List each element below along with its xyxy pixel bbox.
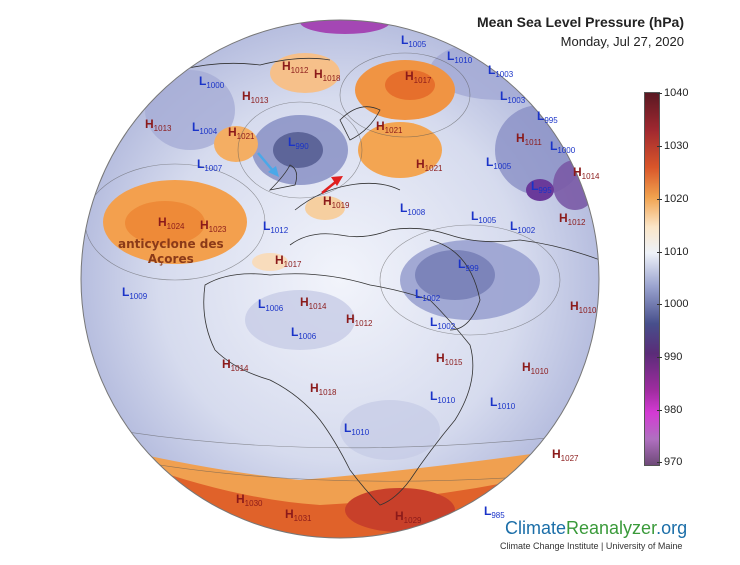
map-date: Monday, Jul 27, 2020	[560, 34, 684, 49]
high-pressure-label: H1014	[300, 295, 327, 311]
high-pressure-label: H1011	[516, 131, 542, 147]
high-pressure-label: H1021	[376, 119, 403, 135]
high-pressure-label: H1012	[559, 211, 586, 227]
high-pressure-label: H1013	[242, 89, 269, 105]
high-pressure-label: H1019	[323, 194, 350, 210]
low-pressure-label: L1003	[500, 89, 526, 105]
low-pressure-label: L1004	[192, 120, 218, 136]
low-pressure-label: L1000	[550, 139, 576, 155]
brand-part3: .org	[656, 518, 688, 538]
high-pressure-label: H1031	[285, 507, 312, 523]
cyan-arrow-icon	[257, 152, 279, 177]
high-pressure-label: H1027	[552, 447, 579, 463]
low-pressure-label: L1005	[471, 209, 497, 225]
low-pressure-label: L1007	[197, 157, 223, 173]
low-pressure-label: L1010	[447, 49, 473, 65]
low-pressure-label: L1012	[263, 219, 289, 235]
globe-disc	[81, 20, 599, 538]
high-pressure-label: H1030	[236, 492, 263, 508]
colorbar-tick: 1010	[656, 246, 689, 258]
high-pressure-label: H1024	[158, 215, 185, 231]
brand-logo-text: ClimateReanalyzer.org	[505, 518, 687, 539]
pressure-labels: H1012 H1018 H1017 H1013 H1013 H1021 H1021 H1021…	[122, 33, 600, 525]
high-pressure-label: H1029	[395, 509, 422, 525]
annotation-line1: anticyclone des	[118, 237, 224, 251]
low-pressure-label: L1002	[510, 219, 536, 235]
low-pressure-label: L999	[458, 257, 479, 273]
high-pressure-label: H1017	[405, 69, 432, 85]
colorbar-tick: 970	[656, 456, 683, 468]
low-pressure-label: L1005	[486, 155, 512, 171]
high-pressure-label: H1023	[200, 218, 227, 234]
low-pressure-label: L1010	[490, 395, 516, 411]
annotation-line2: Açores	[147, 252, 194, 266]
high-pressure-label: H1018	[314, 67, 341, 83]
low-pressure-label: L1005	[401, 33, 427, 49]
colorbar-tick: 1040	[656, 87, 689, 99]
brand-part1: Climate	[505, 518, 567, 538]
high-pressure-label: H1010	[570, 299, 597, 315]
high-pressure-label: H1015	[436, 351, 463, 367]
low-pressure-label: L1000	[199, 74, 225, 90]
map-title: Mean Sea Level Pressure (hPa)	[477, 14, 684, 30]
low-pressure-label: L990	[288, 135, 309, 151]
brand-subtitle: Climate Change Institute | University of…	[500, 541, 683, 551]
low-pressure-label: L1010	[430, 389, 456, 405]
globe-outline	[80, 19, 600, 539]
high-pressure-label: H1021	[416, 157, 443, 173]
low-pressure-label: L1009	[122, 285, 148, 301]
high-pressure-label: H1021	[228, 125, 255, 141]
low-pressure-label: L995	[531, 179, 552, 195]
colorbar-tick: 1000	[656, 298, 689, 310]
colorbar-tick: 980	[656, 404, 683, 416]
brand-part2: Reanalyzer	[566, 518, 657, 538]
low-pressure-label: L1003	[488, 63, 514, 79]
colorbar-tick: 1030	[656, 140, 689, 152]
low-pressure-label: L1006	[291, 325, 317, 341]
low-pressure-label: L1010	[344, 421, 370, 437]
high-pressure-label: H1012	[346, 312, 373, 328]
high-pressure-label: H1012	[282, 59, 309, 75]
colorbar	[644, 92, 660, 466]
low-pressure-label: L1006	[258, 297, 284, 313]
high-pressure-label: H1014	[573, 165, 600, 181]
high-pressure-label: H1017	[275, 253, 302, 269]
high-pressure-label: H1010	[522, 360, 549, 376]
map-title-block: Mean Sea Level Pressure (hPa) Monday, Ju…	[477, 14, 684, 49]
low-pressure-label: L1008	[400, 201, 426, 217]
colorbar-tick: 990	[656, 351, 683, 363]
low-pressure-label: L985	[484, 504, 505, 520]
low-pressure-label: L995	[537, 109, 558, 125]
high-pressure-label: H1018	[310, 381, 337, 397]
low-pressure-label: L1002	[415, 287, 441, 303]
annotation-azores: anticyclone des Açores	[118, 237, 224, 267]
high-pressure-label: H1013	[145, 117, 172, 133]
low-pressure-label: L1002	[430, 315, 456, 331]
colorbar-tick: 1020	[656, 193, 689, 205]
high-pressure-label: H1014	[222, 357, 249, 373]
red-arrow-icon	[321, 176, 343, 194]
